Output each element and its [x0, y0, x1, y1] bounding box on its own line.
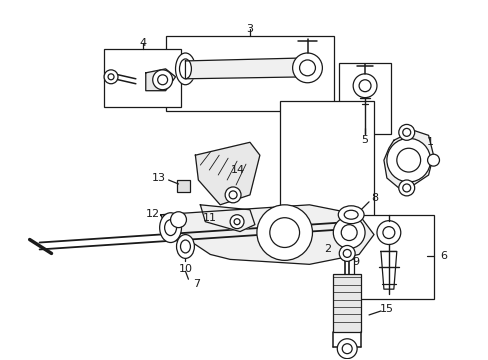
- Circle shape: [376, 221, 400, 244]
- Polygon shape: [380, 251, 396, 289]
- Ellipse shape: [338, 206, 364, 224]
- Ellipse shape: [344, 210, 357, 219]
- Bar: [279, 100, 373, 244]
- Circle shape: [256, 205, 312, 260]
- Circle shape: [402, 184, 410, 192]
- Text: 4: 4: [139, 38, 146, 48]
- Circle shape: [339, 246, 354, 261]
- Circle shape: [229, 191, 237, 199]
- Circle shape: [352, 74, 376, 98]
- Circle shape: [398, 180, 414, 196]
- Circle shape: [104, 70, 118, 84]
- Text: 6: 6: [439, 251, 446, 261]
- Circle shape: [234, 219, 240, 225]
- Ellipse shape: [175, 53, 195, 85]
- Circle shape: [382, 227, 394, 239]
- Text: 7: 7: [192, 279, 200, 289]
- Text: 1: 1: [426, 137, 433, 147]
- Circle shape: [170, 212, 186, 228]
- Text: 8: 8: [371, 193, 378, 203]
- Circle shape: [333, 217, 365, 248]
- Bar: [104, 49, 181, 107]
- Circle shape: [269, 218, 299, 247]
- Circle shape: [224, 187, 241, 203]
- Circle shape: [337, 339, 356, 359]
- Circle shape: [398, 125, 414, 140]
- Circle shape: [402, 129, 410, 136]
- Polygon shape: [383, 130, 433, 188]
- Circle shape: [108, 74, 114, 80]
- Text: 15: 15: [379, 304, 393, 314]
- Circle shape: [396, 148, 420, 172]
- Ellipse shape: [179, 59, 191, 79]
- Text: 5: 5: [361, 135, 368, 145]
- Ellipse shape: [160, 213, 181, 243]
- Text: 14: 14: [230, 165, 244, 175]
- Bar: [176, 180, 190, 192]
- Text: 13: 13: [151, 173, 165, 183]
- Ellipse shape: [180, 240, 190, 253]
- Text: 12: 12: [145, 209, 160, 219]
- Ellipse shape: [176, 235, 194, 258]
- Bar: [353, 215, 433, 299]
- Polygon shape: [195, 142, 259, 205]
- Bar: [333, 274, 360, 332]
- Bar: [165, 36, 334, 111]
- Polygon shape: [161, 205, 373, 264]
- Circle shape: [341, 225, 356, 240]
- Circle shape: [292, 53, 322, 83]
- Circle shape: [230, 215, 244, 229]
- Ellipse shape: [164, 220, 176, 235]
- Text: 2: 2: [323, 244, 330, 255]
- Circle shape: [343, 249, 350, 257]
- Circle shape: [386, 138, 429, 182]
- Polygon shape: [200, 205, 254, 231]
- Circle shape: [299, 60, 315, 76]
- Text: 11: 11: [203, 213, 217, 223]
- Circle shape: [157, 75, 167, 85]
- Text: 10: 10: [178, 264, 192, 274]
- Polygon shape: [185, 58, 309, 79]
- Text: 3: 3: [246, 24, 253, 34]
- Circle shape: [427, 154, 439, 166]
- Circle shape: [152, 70, 172, 90]
- Circle shape: [358, 80, 370, 92]
- Text: 9: 9: [352, 257, 359, 267]
- Polygon shape: [145, 69, 175, 91]
- Circle shape: [342, 344, 351, 354]
- Bar: [339, 63, 390, 134]
